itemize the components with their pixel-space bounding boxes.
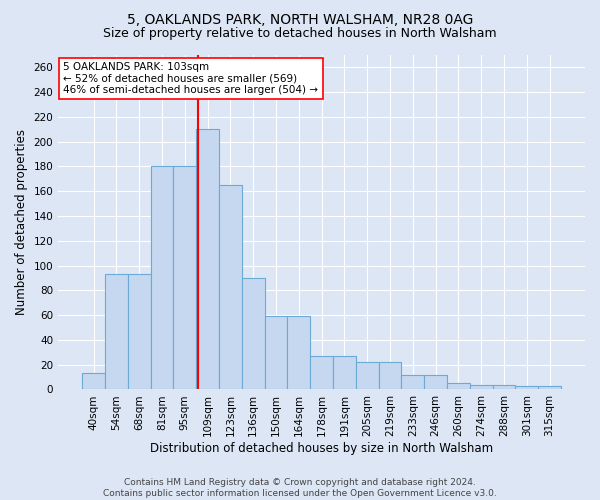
Bar (515, 386, 538, 390)
Bar (379, 362, 401, 390)
Bar (105, 274, 128, 390)
Bar (470, 384, 493, 390)
Bar (447, 384, 470, 390)
Bar (219, 185, 242, 390)
Bar (356, 362, 379, 390)
Bar (151, 166, 173, 390)
Bar (242, 278, 265, 390)
Bar (538, 386, 561, 390)
Bar (401, 374, 424, 390)
Bar (128, 274, 151, 390)
Bar (310, 356, 333, 390)
Bar (265, 316, 287, 390)
Bar (173, 166, 196, 390)
Bar (333, 356, 356, 390)
Bar (287, 316, 310, 390)
Text: Contains HM Land Registry data © Crown copyright and database right 2024.
Contai: Contains HM Land Registry data © Crown c… (103, 478, 497, 498)
X-axis label: Distribution of detached houses by size in North Walsham: Distribution of detached houses by size … (150, 442, 493, 455)
Text: Size of property relative to detached houses in North Walsham: Size of property relative to detached ho… (103, 28, 497, 40)
Text: 5 OAKLANDS PARK: 103sqm
← 52% of detached houses are smaller (569)
46% of semi-d: 5 OAKLANDS PARK: 103sqm ← 52% of detache… (64, 62, 319, 95)
Bar (196, 130, 219, 390)
Bar (493, 384, 515, 390)
Bar (82, 374, 105, 390)
Text: 5, OAKLANDS PARK, NORTH WALSHAM, NR28 0AG: 5, OAKLANDS PARK, NORTH WALSHAM, NR28 0A… (127, 12, 473, 26)
Bar (424, 374, 447, 390)
Y-axis label: Number of detached properties: Number of detached properties (15, 129, 28, 315)
